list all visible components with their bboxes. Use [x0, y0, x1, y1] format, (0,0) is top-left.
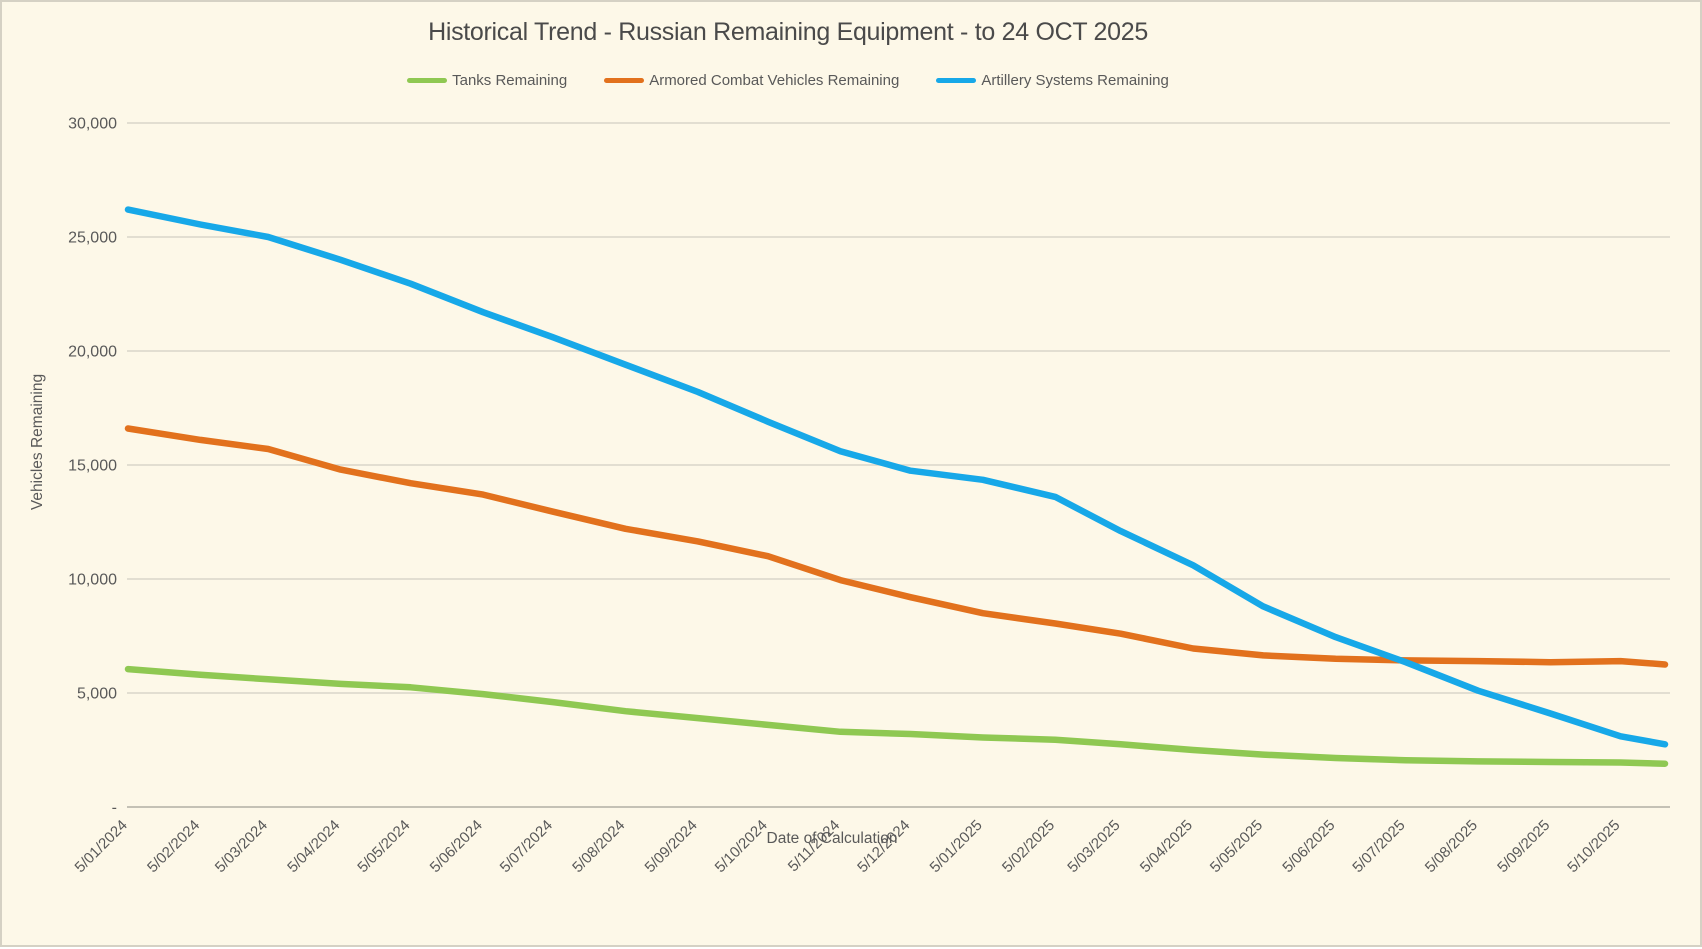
legend-item-tanks-remaining[interactable]: Tanks Remaining	[407, 72, 567, 89]
y-tick-label-10000: 10,000	[68, 572, 117, 589]
x-tick-label-5-01-2024: 5/01/2024	[72, 817, 131, 876]
x-tick-label-5-04-2025: 5/04/2025	[1137, 817, 1196, 876]
x-tick-label-5-05-2024: 5/05/2024	[354, 817, 413, 876]
series-line-armored-combat-vehicles-remaining	[124, 425, 1669, 668]
x-tick-label-5-09-2024: 5/09/2024	[642, 817, 701, 876]
legend-item-armored-combat-vehicles-remaining[interactable]: Armored Combat Vehicles Remaining	[604, 72, 899, 89]
x-tick-label-5-02-2025: 5/02/2025	[999, 817, 1058, 876]
y-axis-title: Vehicles Remaining	[29, 374, 46, 510]
x-tick-label-5-08-2025: 5/08/2025	[1422, 817, 1481, 876]
x-tick-label-5-07-2025: 5/07/2025	[1349, 817, 1408, 876]
legend-swatch-tanks-remaining	[407, 78, 448, 83]
legend-label-armored-combat-vehicles-remaining: Armored Combat Vehicles Remaining	[649, 72, 900, 89]
chart-legend: Tanks Remaining Armored Combat Vehicles R…	[2, 72, 1574, 89]
x-axis-title: Date of Calculation	[767, 830, 898, 847]
y-tick-label-30000: 30,000	[68, 116, 117, 133]
x-tick-label-5-05-2025: 5/05/2025	[1207, 817, 1266, 876]
series-line-tanks-remaining	[124, 665, 1669, 767]
y-tick-label-15000: 15,000	[68, 458, 117, 475]
x-tick-label-5-10-2024: 5/10/2024	[712, 817, 771, 876]
chart-title: Historical Trend - Russian Remaining Equ…	[428, 18, 1148, 46]
x-tick-label-5-08-2024: 5/08/2024	[569, 817, 628, 876]
x-tick-label-5-04-2024: 5/04/2024	[284, 817, 343, 876]
y-tick-label-25000: 25,000	[68, 230, 117, 247]
y-tick-label-5000: 5,000	[77, 686, 117, 703]
x-tick-label-5-06-2025: 5/06/2025	[1279, 817, 1338, 876]
x-tick-label-5-01-2025: 5/01/2025	[927, 817, 986, 876]
legend-item-artillery-systems-remaining[interactable]: Artillery Systems Remaining	[936, 72, 1169, 89]
legend-label-artillery-systems-remaining: Artillery Systems Remaining	[981, 72, 1169, 89]
x-tick-label-5-06-2024: 5/06/2024	[427, 817, 486, 876]
x-tick-label-5-02-2024: 5/02/2024	[144, 817, 203, 876]
y-tick-label-0: -	[112, 800, 117, 817]
x-tick-label-5-03-2024: 5/03/2024	[212, 817, 271, 876]
x-tick-label-5-09-2025: 5/09/2025	[1494, 817, 1553, 876]
series-line-artillery-systems-remaining	[124, 206, 1669, 748]
y-tick-label-20000: 20,000	[68, 344, 117, 361]
legend-label-tanks-remaining: Tanks Remaining	[452, 72, 568, 89]
legend-swatch-artillery-systems-remaining	[936, 78, 977, 83]
legend-swatch-armored-combat-vehicles-remaining	[604, 78, 645, 83]
x-tick-label-5-10-2025: 5/10/2025	[1564, 817, 1623, 876]
x-tick-label-5-03-2025: 5/03/2025	[1064, 817, 1123, 876]
x-tick-label-5-07-2024: 5/07/2024	[497, 817, 556, 876]
